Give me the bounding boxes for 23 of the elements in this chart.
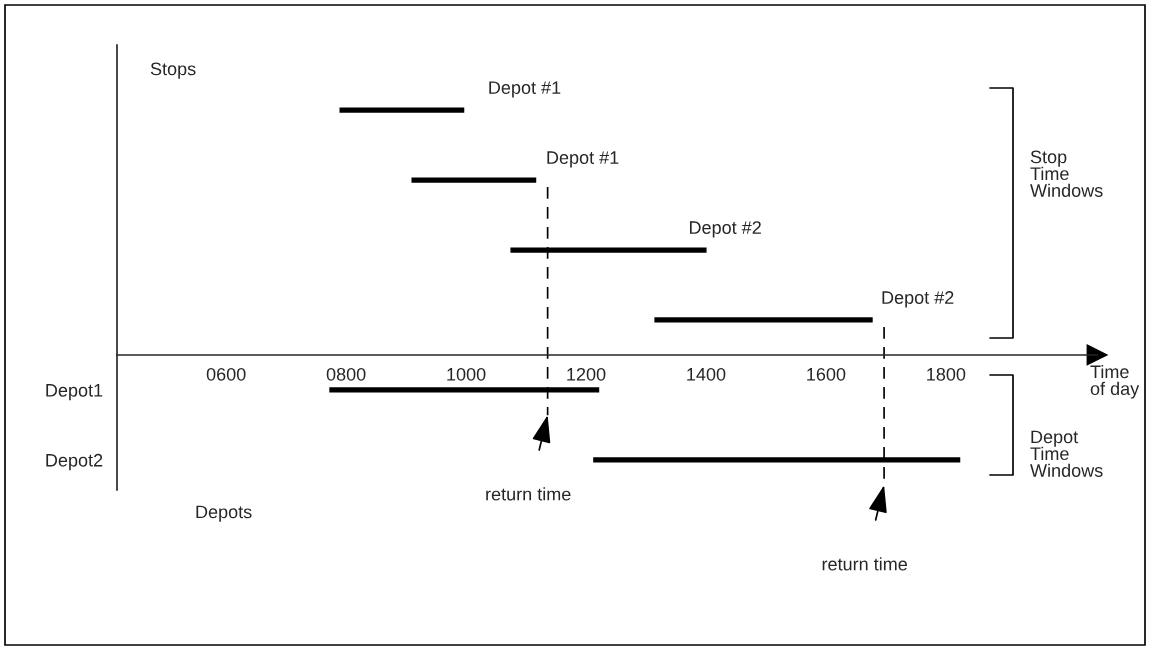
annotation: Depot #2 bbox=[882, 291, 954, 308]
x-tick-label: 1600 bbox=[807, 367, 846, 381]
annotation: return time bbox=[486, 487, 571, 501]
bar bbox=[411, 177, 537, 183]
annotation: Depot Time Windows bbox=[1030, 430, 1103, 477]
annotation: Stop Time Windows bbox=[1030, 150, 1103, 197]
x-tick-label: 0600 bbox=[206, 367, 246, 381]
annotation: Depot #1 bbox=[489, 81, 561, 98]
annotation: Depot #2 bbox=[689, 221, 761, 238]
y-tick-label: Depot2 bbox=[46, 453, 103, 471]
x-tick-label: 1000 bbox=[447, 367, 486, 381]
text: Depots bbox=[196, 505, 252, 522]
x-axis-title: Time of day bbox=[1090, 364, 1140, 399]
annotation: Depot #1 bbox=[547, 151, 619, 168]
x-tick-label: 1800 bbox=[927, 367, 966, 381]
bar bbox=[339, 107, 465, 113]
x-tick-label: 1200 bbox=[567, 367, 606, 381]
x-tick-label: 1400 bbox=[687, 367, 726, 381]
y-tick-label: Depot1 bbox=[46, 384, 103, 401]
x-tick-label: 0800 bbox=[326, 367, 366, 381]
bar bbox=[654, 317, 873, 323]
text: return time bbox=[822, 557, 907, 571]
annotation: Stops bbox=[150, 62, 196, 79]
